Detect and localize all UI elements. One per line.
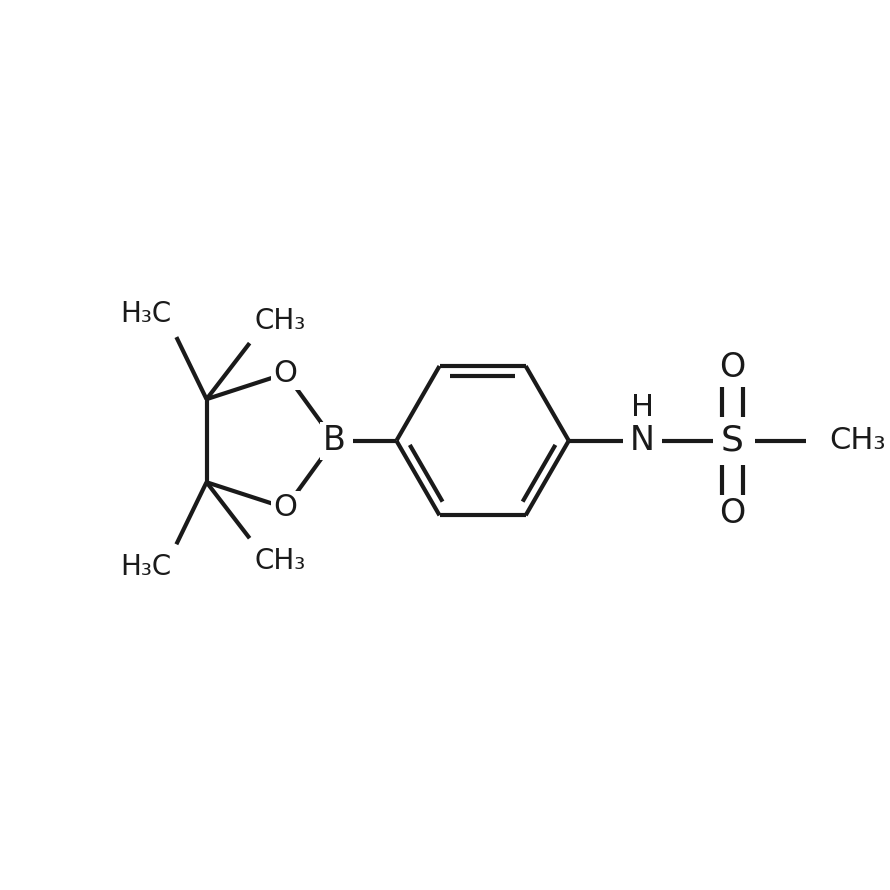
Text: O: O [719,498,746,530]
Text: H₃C: H₃C [120,301,171,328]
Text: H₃C: H₃C [120,553,171,581]
Text: CH₃: CH₃ [255,546,306,575]
Text: H: H [630,393,653,423]
Text: B: B [323,425,346,457]
Text: CH₃: CH₃ [255,306,306,335]
Text: O: O [273,359,297,388]
Text: O: O [719,351,746,384]
Text: S: S [721,424,744,457]
Text: CH₃: CH₃ [829,426,886,455]
Text: N: N [629,425,654,457]
Text: O: O [273,493,297,522]
